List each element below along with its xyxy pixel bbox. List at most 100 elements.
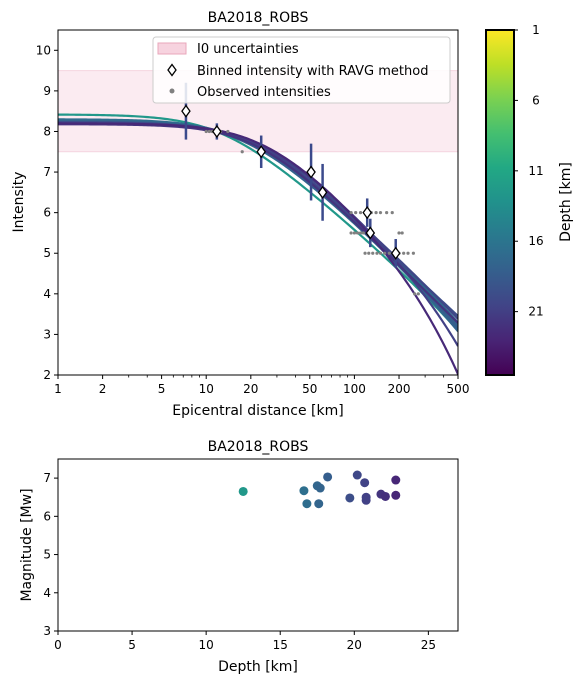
scatter-point (323, 472, 333, 482)
model-curves (58, 113, 458, 375)
top-chart-title: BA2018_ROBS (208, 10, 309, 26)
binned-point (390, 246, 401, 260)
top-x-ticks: 1 2 5 10 20 50 100 200 500 (54, 375, 469, 396)
scatter-point (238, 486, 248, 496)
bottom-x-axis-label: Depth [km] (218, 659, 298, 675)
bottom-y-axis-label: Magnitude [Mw] (19, 488, 35, 601)
observed-point (240, 150, 244, 154)
scatter-point (391, 475, 401, 485)
top-x-tick-label: 50 (302, 382, 317, 396)
observed-point (375, 251, 379, 255)
legend-swatch-i0 (157, 42, 187, 55)
bottom-x-tick-label: 10 (199, 638, 214, 652)
legend-label-i0: I0 uncertainties (197, 42, 299, 57)
colorbar-tick-label: 16 (528, 234, 543, 248)
bottom-x-tick-label: 20 (347, 638, 362, 652)
binned-point (181, 104, 191, 118)
legend-box (152, 36, 451, 104)
bottom-y-tick-label: 5 (43, 548, 51, 562)
top-y-tick-label: 10 (36, 43, 51, 57)
top-y-tick-label: 6 (43, 206, 51, 220)
bottom-x-tick-label: 15 (273, 638, 288, 652)
scatter-point (345, 493, 355, 503)
bottom-y-ticks: 3 4 5 6 7 (43, 471, 58, 638)
observed-point (204, 129, 208, 134)
bottom-y-tick-label: 6 (43, 509, 51, 523)
colorbar-label: Depth [km] (558, 162, 574, 242)
observed-point (358, 231, 363, 235)
top-y-axis-label: Intensity (11, 172, 27, 233)
observed-point (349, 231, 353, 235)
top-y-tick-label: 4 (43, 287, 51, 301)
top-y-ticks: 2 3 4 5 6 7 8 9 10 (36, 43, 58, 382)
bottom-y-tick-label: 7 (43, 471, 51, 485)
model-curve (58, 122, 458, 347)
observed-point (385, 211, 389, 215)
legend-dot-marker (169, 88, 175, 94)
binned-point (256, 145, 267, 159)
observed-point (390, 211, 394, 215)
colorbar-tick-label: 6 (532, 93, 540, 107)
top-x-tick-label: 5 (158, 382, 166, 396)
scatter-point (360, 478, 370, 488)
observed-point (361, 231, 366, 235)
observed-point (354, 211, 358, 215)
legend-label-binned: Binned intensity with RAVG method (197, 64, 428, 79)
colorbar-gradient (485, 29, 515, 376)
top-y-tick-label: 7 (43, 165, 51, 179)
binned-point (362, 206, 373, 220)
top-x-tick-label: 20 (243, 382, 258, 396)
binned-intensity-points (181, 82, 401, 268)
bottom-chart-title: BA2018_ROBS (208, 439, 309, 455)
colorbar-tick-label: 21 (528, 305, 543, 319)
top-y-tick-label: 3 (43, 327, 51, 341)
observed-point (207, 129, 211, 134)
scatter-point (352, 470, 362, 480)
scatter-point (314, 499, 324, 509)
observed-point (352, 231, 357, 235)
legend: I0 uncertainties Binned intensity with R… (152, 36, 451, 104)
legend-label-observed: Observed intensities (197, 85, 331, 100)
bottom-x-tick-label: 5 (128, 638, 136, 652)
top-y-tick-label: 8 (43, 124, 51, 138)
binned-point (365, 226, 376, 240)
top-x-tick-label: 500 (447, 382, 470, 396)
observed-point (397, 231, 401, 235)
bottom-y-tick-label: 3 (43, 624, 51, 638)
bottom-x-tick-label: 0 (54, 638, 62, 652)
top-chart: BA2018_ROBS 1 2 5 10 20 50 100 200 500 234567891… (11, 10, 469, 419)
observed-point (367, 251, 371, 255)
binned-point (212, 124, 222, 139)
observed-point (378, 211, 383, 215)
scatter-point (315, 483, 325, 493)
observed-intensity-points (204, 129, 420, 296)
model-curve (58, 122, 458, 375)
observed-point (355, 231, 360, 235)
observed-point (383, 251, 387, 255)
top-x-tick-label: 10 (199, 382, 214, 396)
colorbar-tick-label: 1 (532, 23, 540, 37)
observed-point (387, 251, 391, 255)
bottom-plot-frame (57, 458, 459, 632)
observed-point (358, 211, 363, 215)
observed-point (363, 251, 367, 255)
observed-point (378, 251, 383, 255)
observed-point (400, 231, 404, 235)
top-x-tick-label: 1 (54, 382, 62, 396)
observed-point (371, 251, 375, 255)
observed-point (226, 129, 230, 134)
bottom-y-tick-label: 4 (43, 586, 51, 600)
observed-point (402, 251, 406, 255)
magnitude-depth-points (238, 470, 401, 509)
top-plot-frame (57, 29, 459, 376)
observed-point (416, 292, 420, 296)
observed-point (411, 251, 415, 255)
top-x-axis-label: Epicentral distance [km] (172, 403, 343, 419)
scatter-point (361, 495, 371, 505)
binned-point (306, 165, 316, 179)
bottom-x-tick-label: 25 (421, 638, 436, 652)
top-y-tick-label: 2 (43, 368, 51, 382)
colorbar-tick-label: 11 (528, 164, 543, 178)
